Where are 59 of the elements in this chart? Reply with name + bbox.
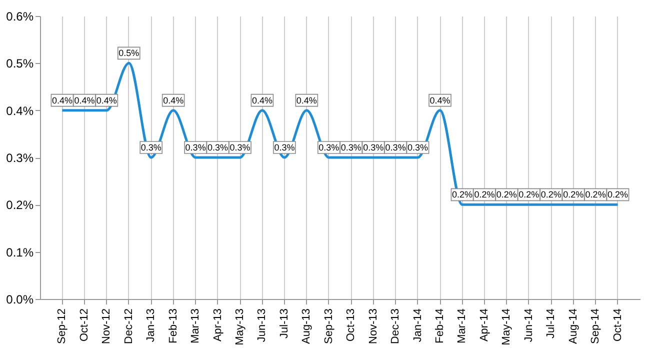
x-tick-label: Oct-14 <box>612 308 624 342</box>
x-tick-label: May-14 <box>500 308 513 346</box>
data-label: 0.2% <box>563 190 584 200</box>
x-tick-label: Aug-13 <box>300 308 313 344</box>
data-label: 0.4% <box>252 95 272 106</box>
data-label: 0.2% <box>585 190 606 200</box>
y-tick-label: 0.4% <box>6 104 34 118</box>
x-tick-label: Dec-12 <box>122 308 135 344</box>
x-tick-label: Sep-14 <box>590 308 602 344</box>
data-label: 0.3% <box>185 142 206 152</box>
data-label: 0.3% <box>274 142 295 152</box>
x-tick-label: Jan-13 <box>145 308 158 342</box>
data-label: 0.4% <box>163 95 184 106</box>
x-tick-label: Nov-12 <box>100 308 113 344</box>
x-tick-label: Sep-12 <box>56 308 68 344</box>
y-tick-label: 0.5% <box>6 56 34 71</box>
data-label: 0.4% <box>52 95 72 106</box>
y-tick-label: 0.0% <box>6 292 34 306</box>
data-label: 0.5% <box>118 48 140 58</box>
x-tick-label: Jun-14 <box>522 308 535 342</box>
x-tick-label: Feb-13 <box>167 308 180 344</box>
data-label: 0.3% <box>363 142 384 152</box>
x-tick-label: Oct-12 <box>78 308 90 342</box>
x-tick-label: Oct-13 <box>345 308 358 342</box>
y-tick-label: 0.2% <box>6 198 34 212</box>
x-tick-label: Jun-13 <box>256 308 268 342</box>
data-label: 0.4% <box>74 95 95 106</box>
x-tick-label: Dec-13 <box>390 308 402 344</box>
data-label: 0.2% <box>474 190 495 200</box>
x-tick-label: Mar-13 <box>190 308 202 344</box>
data-label: 0.2% <box>540 190 562 200</box>
data-label: 0.2% <box>452 190 472 200</box>
x-tick-label: Sep-13 <box>322 308 335 344</box>
data-label: 0.3% <box>230 142 250 152</box>
data-label: 0.3% <box>408 142 428 152</box>
y-tick-label: 0.6% <box>6 10 34 24</box>
x-tick-label: Jul-13 <box>278 308 290 338</box>
data-label: 0.3% <box>140 142 162 152</box>
x-tick-label: Feb-14 <box>434 308 446 344</box>
data-label: 0.2% <box>496 190 517 200</box>
data-label: 0.2% <box>518 190 540 200</box>
data-label: 0.2% <box>608 190 628 200</box>
x-tick-label: Nov-13 <box>367 308 380 344</box>
data-label: 0.3% <box>208 142 228 152</box>
y-tick-label: 0.1% <box>6 245 34 260</box>
data-label: 0.3% <box>340 142 362 152</box>
data-label: 0.3% <box>385 142 406 152</box>
x-tick-label: Jan-14 <box>412 308 424 342</box>
data-label: 0.4% <box>296 95 317 106</box>
x-tick-label: Apr-13 <box>212 308 224 342</box>
x-tick-label: Jul-14 <box>545 308 558 338</box>
x-tick-label: Apr-14 <box>478 308 490 342</box>
data-label: 0.4% <box>96 95 117 106</box>
data-label: 0.3% <box>318 142 340 152</box>
x-tick-label: May-13 <box>234 308 246 346</box>
x-tick-label: Aug-14 <box>567 308 580 344</box>
data-label: 0.4% <box>430 95 450 106</box>
x-tick-label: Mar-14 <box>456 308 468 344</box>
y-tick-label: 0.3% <box>6 151 34 165</box>
